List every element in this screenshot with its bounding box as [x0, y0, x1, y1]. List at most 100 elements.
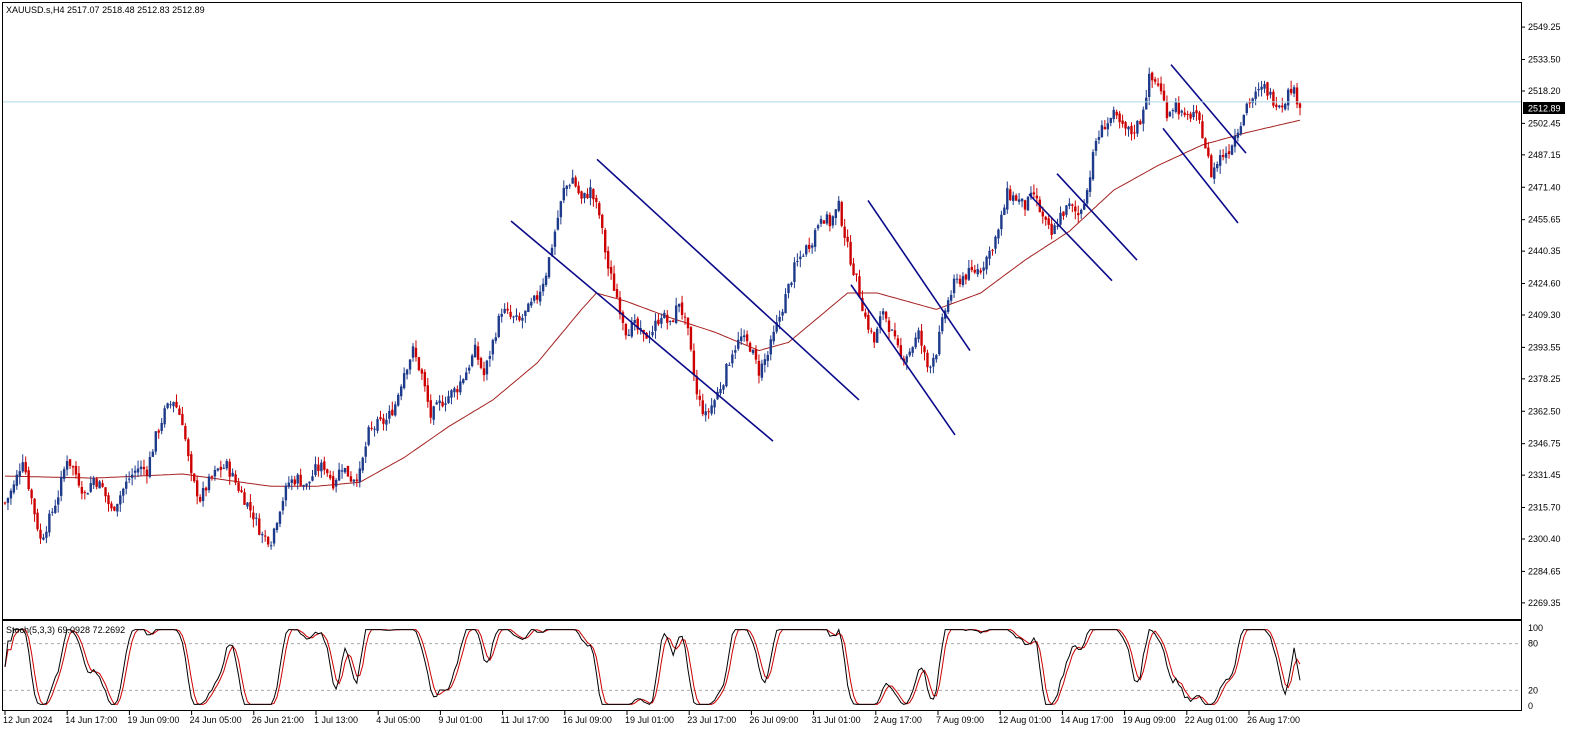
candle-body [722, 385, 725, 390]
candle-body [1047, 218, 1050, 225]
candle [1180, 109, 1183, 117]
candle [1245, 102, 1248, 116]
candle-body [1174, 101, 1178, 112]
candle [533, 294, 536, 304]
candle [917, 327, 920, 343]
candle [1251, 97, 1254, 108]
candle [961, 272, 965, 288]
candle-body [1059, 212, 1062, 225]
candle-body [654, 320, 657, 331]
candle-body [175, 401, 178, 408]
candle [739, 328, 743, 345]
candle [30, 488, 33, 505]
candle [766, 351, 770, 368]
candle-body [553, 231, 557, 247]
stoch-tick-label: 80 [1528, 639, 1538, 649]
candle [24, 456, 27, 475]
candle [799, 250, 802, 268]
candle-body [982, 267, 985, 271]
candle [89, 476, 92, 494]
candle [1227, 144, 1231, 159]
candle [1053, 222, 1056, 235]
candle [541, 278, 545, 296]
candle [1254, 86, 1257, 106]
candle-body [57, 497, 60, 505]
candle [1150, 71, 1154, 88]
candle-body [411, 346, 415, 358]
candle-body [568, 185, 571, 187]
candle-body [193, 473, 196, 482]
candle [1286, 87, 1290, 111]
candle [674, 297, 678, 325]
candle-body [1050, 223, 1053, 235]
candle-body [1230, 145, 1234, 155]
candle [1082, 199, 1086, 211]
candle-body [172, 402, 175, 407]
candle-body [1207, 147, 1210, 157]
candle [949, 290, 953, 304]
candle [178, 405, 181, 416]
candle [1195, 105, 1198, 121]
candle [482, 361, 486, 382]
candle-body [269, 545, 273, 547]
candle [213, 465, 217, 481]
candle [479, 356, 483, 370]
candle [967, 259, 971, 281]
time-tick-label: 7 Aug 09:00 [936, 715, 984, 725]
candle [411, 343, 415, 362]
candle-body [669, 320, 672, 322]
candle [512, 315, 515, 324]
candle-body [228, 461, 231, 477]
candle-body [571, 177, 574, 184]
candle [553, 229, 557, 256]
candle [160, 417, 163, 435]
candle [284, 482, 288, 507]
candle-body [246, 502, 249, 507]
candle [592, 188, 595, 207]
candle-body [867, 314, 870, 330]
candle-body [1071, 204, 1074, 206]
candle [524, 310, 527, 323]
candle-body [509, 311, 512, 317]
candle-body [784, 294, 787, 314]
candle-body [364, 446, 367, 457]
candle-body [320, 462, 323, 472]
candle [908, 348, 911, 358]
candle [1142, 106, 1145, 132]
candle-body [751, 349, 755, 354]
candle-body [1289, 88, 1293, 93]
candle [429, 394, 432, 424]
candle [636, 316, 639, 335]
candle-body [671, 320, 675, 322]
candle-body [181, 413, 184, 426]
candle [1281, 97, 1284, 113]
candle [742, 329, 746, 342]
candle [1204, 137, 1207, 149]
candle-body [213, 469, 217, 477]
candle [840, 200, 843, 228]
stoch-tick-label: 20 [1528, 685, 1538, 695]
candle [695, 369, 699, 400]
candle [269, 541, 273, 550]
candle [535, 290, 539, 304]
candle [184, 423, 187, 442]
candle [666, 310, 669, 330]
time-tick-label: 19 Jun 09:00 [127, 715, 179, 725]
candle-body [932, 357, 935, 367]
candle-body [1142, 109, 1145, 124]
candle-body [917, 330, 920, 340]
candle [33, 498, 36, 522]
candle [1278, 104, 1281, 109]
candle-body [598, 203, 601, 216]
candle-body [482, 368, 486, 376]
candle-body [1281, 105, 1284, 108]
candle [349, 471, 353, 483]
candle [580, 190, 583, 204]
candle [281, 497, 285, 515]
candle-body [1242, 114, 1246, 126]
candle [713, 398, 716, 415]
candle-body [420, 369, 424, 374]
candle-body [769, 339, 772, 355]
candle-body [83, 492, 87, 494]
price-tick-label: 2409.30 [1528, 310, 1561, 320]
